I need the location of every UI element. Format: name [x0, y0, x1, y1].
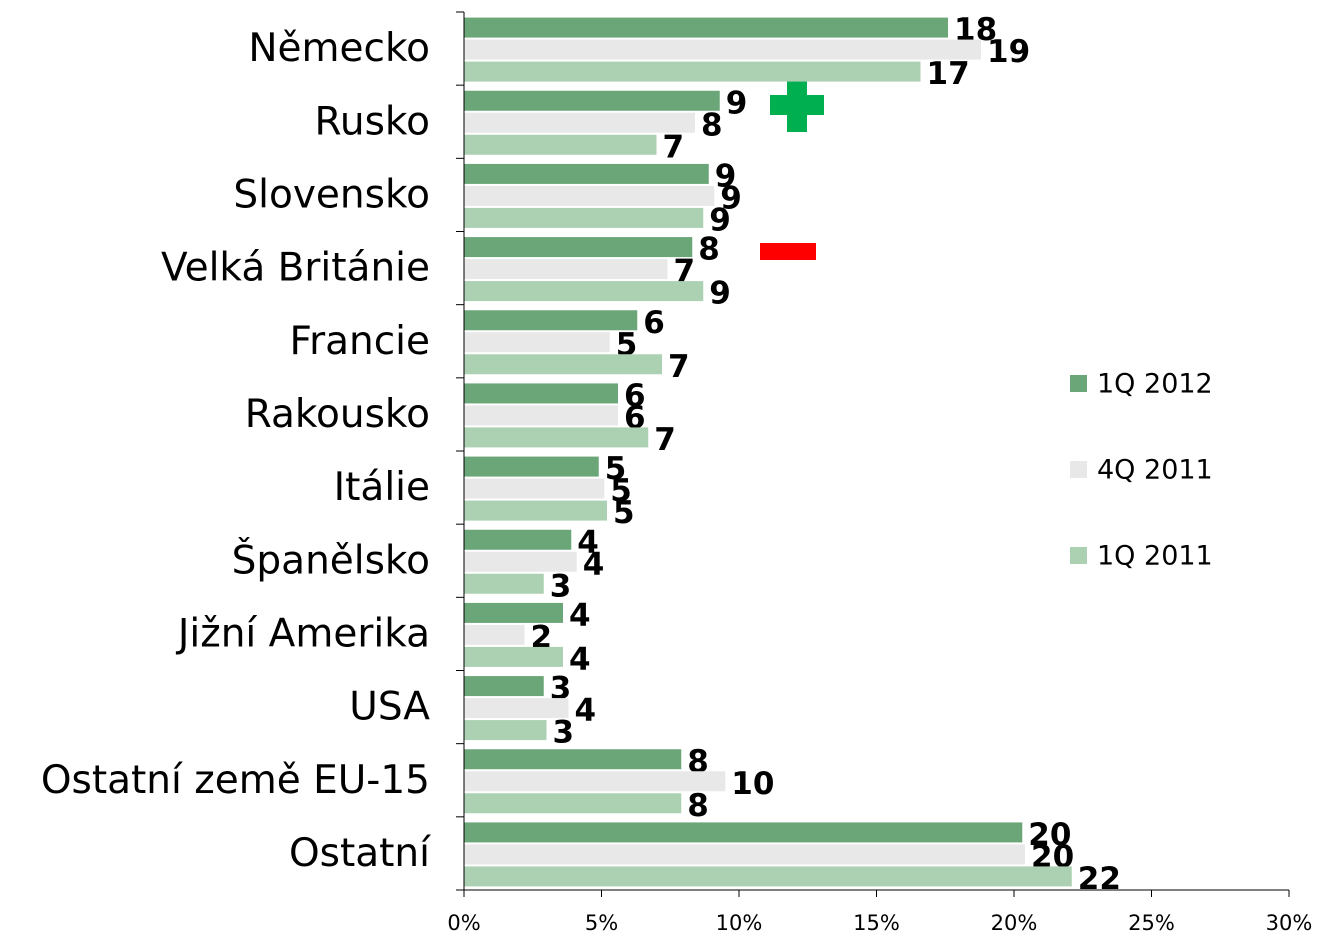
value-label: 4 [583, 546, 605, 582]
value-label: 4 [569, 597, 591, 633]
bar [464, 259, 668, 280]
x-tick-label: 15% [853, 911, 900, 935]
category-label: Velká Británie [161, 246, 430, 291]
x-tick-label: 25% [1128, 911, 1175, 935]
bar [464, 163, 709, 184]
bar [464, 676, 544, 697]
value-label: 22 [1078, 861, 1121, 897]
category-label: Rusko [315, 99, 430, 144]
value-label: 9 [715, 158, 737, 194]
bar [464, 646, 563, 667]
value-label: 5 [610, 473, 632, 509]
legend-label: 1Q 2012 [1097, 369, 1213, 400]
legend-swatch [1070, 375, 1087, 392]
category-label: Slovensko [233, 172, 430, 217]
value-label: 3 [550, 671, 572, 707]
bar [464, 698, 569, 719]
category-label: Ostatní země EU-15 [41, 758, 430, 803]
legend-label: 1Q 2011 [1097, 541, 1213, 572]
value-label: 5 [613, 495, 635, 531]
x-tick-label: 20% [991, 911, 1038, 935]
value-label: 10 [731, 766, 774, 802]
value-label: 9 [720, 180, 742, 216]
value-label: 9 [709, 276, 731, 312]
bar [464, 332, 610, 353]
bar [464, 478, 605, 499]
value-label: 6 [624, 378, 646, 414]
category-label: Ostatní [289, 831, 431, 876]
bar [464, 39, 981, 60]
bar [464, 427, 649, 448]
value-label: 9 [709, 202, 731, 238]
value-label: 7 [663, 129, 685, 165]
category-label: USA [349, 685, 430, 730]
value-label: 7 [668, 349, 690, 385]
legend-swatch [1070, 547, 1087, 564]
bar [464, 310, 638, 331]
category-label: Rakousko [245, 392, 430, 437]
value-label: 5 [616, 327, 638, 363]
value-label: 7 [674, 254, 696, 290]
bar [464, 17, 948, 38]
x-tick-label: 0% [447, 911, 480, 935]
value-label: 20 [1028, 817, 1071, 853]
value-label: 4 [575, 693, 597, 729]
bar [464, 551, 577, 572]
legend-label: 4Q 2011 [1097, 455, 1213, 486]
category-label: Španělsko [232, 536, 430, 583]
bar [464, 405, 618, 426]
bar [464, 207, 704, 228]
value-label: 3 [553, 715, 575, 751]
bar [464, 61, 921, 82]
bar [464, 866, 1072, 887]
minus-icon [760, 243, 816, 260]
bar [464, 383, 618, 404]
bar [464, 749, 682, 770]
category-label: Německo [248, 26, 430, 71]
x-tick-label: 10% [716, 911, 763, 935]
value-label: 4 [577, 524, 599, 560]
bar [464, 602, 563, 623]
bar [464, 720, 547, 741]
bar [464, 793, 682, 814]
value-label: 8 [701, 107, 723, 143]
legend-swatch [1070, 461, 1087, 478]
value-label: 6 [643, 305, 665, 341]
bar [464, 354, 662, 375]
value-label: 9 [726, 85, 748, 121]
bar [464, 500, 607, 521]
bar [464, 134, 657, 155]
value-label: 19 [987, 34, 1030, 70]
bar [464, 822, 1023, 843]
x-tick-label: 5% [585, 911, 618, 935]
value-label: 17 [927, 56, 970, 92]
bar [464, 529, 572, 550]
bar [464, 237, 693, 258]
bar [464, 844, 1025, 865]
bar [464, 90, 720, 111]
value-label: 2 [531, 619, 553, 655]
value-label: 4 [569, 641, 591, 677]
bar [464, 185, 715, 206]
value-label: 6 [624, 400, 646, 436]
value-label: 8 [698, 232, 720, 268]
value-label: 8 [687, 744, 709, 780]
bar [464, 573, 544, 594]
bar [464, 456, 599, 477]
bar [464, 624, 525, 645]
x-tick-label: 30% [1266, 911, 1313, 935]
value-label: 7 [654, 422, 676, 458]
category-label: Francie [289, 319, 430, 364]
value-label: 3 [550, 568, 572, 604]
category-label: Itálie [334, 465, 430, 510]
category-label: Jižní Amerika [175, 611, 430, 656]
plus-icon [770, 78, 824, 132]
value-label: 8 [687, 788, 709, 824]
bar [464, 281, 704, 302]
bar [464, 112, 695, 133]
bar [464, 771, 726, 792]
value-label: 5 [605, 451, 627, 487]
